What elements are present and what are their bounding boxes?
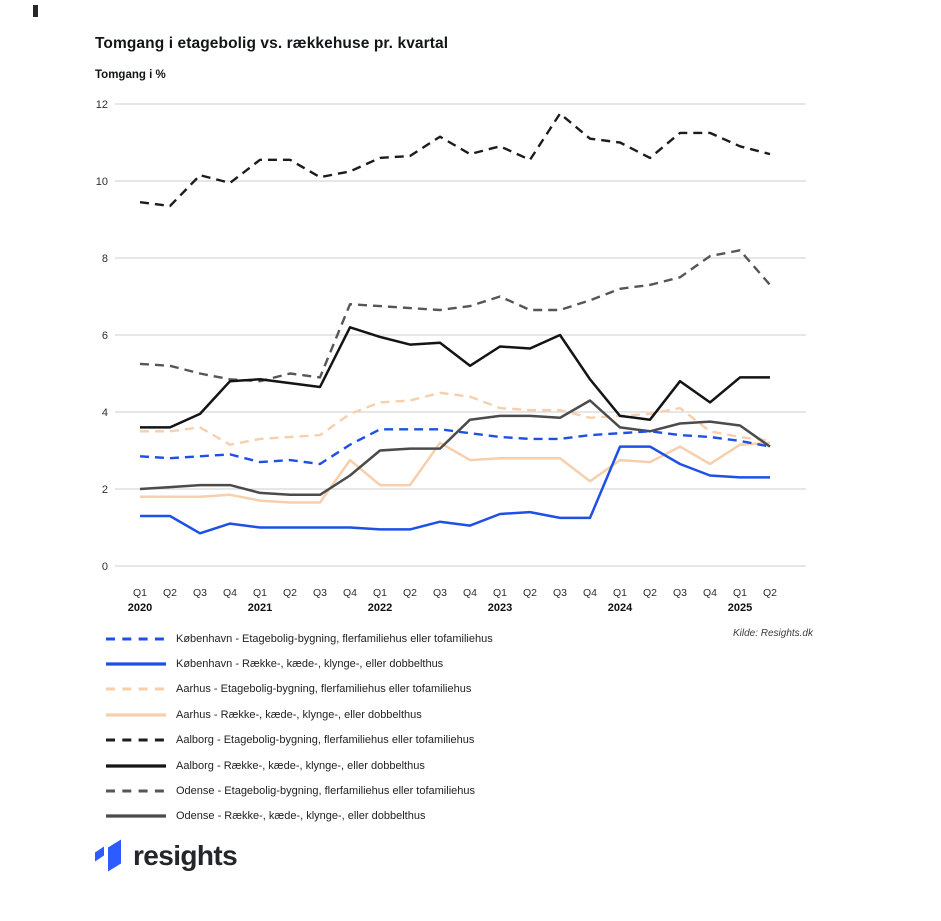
legend-label: København - Række-, kæde-, klynge-, elle… (176, 658, 444, 671)
x-tick-label: Q3 (193, 587, 207, 599)
legend-label: København - Etagebolig-bygning, flerfami… (176, 632, 493, 645)
x-tick-label: Q1 (253, 587, 267, 599)
legend-swatch (106, 662, 166, 666)
legend-swatch (106, 637, 166, 641)
legend-item-7: Odense - Række-, kæde-, klynge-, eller d… (105, 804, 493, 829)
y-tick-label: 10 (96, 176, 108, 188)
y-tick-label: 0 (102, 561, 108, 573)
x-tick-label: Q1 (613, 587, 627, 599)
x-tick-label: Q1 (133, 587, 147, 599)
y-tick-label: 8 (102, 253, 108, 265)
x-tick-label: Q1 (493, 587, 507, 599)
page-title: Tomgang i etagebolig vs. rækkehuse pr. k… (95, 35, 449, 52)
series-line-1 (140, 445, 770, 535)
x-tick-label: Q3 (673, 587, 687, 599)
y-tick-label: 12 (96, 99, 108, 111)
resights-logo: resights (94, 839, 238, 872)
x-year-label: 2021 (248, 602, 272, 614)
x-year-label: 2024 (608, 602, 633, 614)
chart-legend: København - Etagebolig-bygning, flerfami… (105, 626, 493, 829)
legend-swatch (106, 687, 166, 691)
resights-logo-icon (95, 839, 121, 872)
window-edge-artifact (33, 5, 38, 17)
legend-swatch (106, 814, 166, 819)
legend-item-2: Aarhus - Etagebolig-bygning, flerfamilie… (105, 677, 493, 702)
x-tick-label: Q1 (373, 587, 387, 599)
x-year-label: 2022 (368, 602, 392, 614)
x-tick-label: Q2 (763, 587, 777, 599)
resights-logo-text: resights (133, 839, 238, 871)
legend-label: Aalborg - Etagebolig-bygning, flerfamili… (176, 734, 475, 747)
x-tick-label: Q4 (223, 587, 237, 599)
y-tick-label: 6 (102, 330, 108, 342)
x-tick-label: Q4 (343, 587, 357, 599)
x-tick-label: Q3 (313, 587, 327, 599)
legend-swatch (106, 764, 166, 768)
legend-item-0: København - Etagebolig-bygning, flerfami… (105, 626, 493, 651)
series-line-5 (140, 326, 770, 429)
x-tick-label: Q4 (463, 587, 477, 599)
legend-label: Odense - Række-, kæde-, klynge-, eller d… (176, 810, 426, 823)
x-tick-label: Q4 (703, 587, 717, 599)
legend-label: Aarhus - Række-, kæde-, klynge-, eller d… (176, 708, 422, 721)
line-chart: 0 2 4 6 8 10 12 Q1 2020 Q2 Q3 Q4 Q1 2021 Q2 Q3 Q4 Q1 2022 Q… (96, 99, 806, 614)
series-line-3 (140, 441, 771, 504)
x-tick-label: Q2 (523, 587, 537, 599)
series-line-6 (139, 249, 771, 383)
legend-item-4: Aalborg - Etagebolig-bygning, flerfamili… (105, 728, 493, 753)
x-year-label: 2023 (488, 602, 512, 614)
legend-swatch (106, 738, 166, 742)
x-tick-label: Q1 (733, 587, 747, 599)
legend-label: Aalborg - Række-, kæde-, klynge-, eller … (176, 759, 425, 772)
x-tick-label: Q3 (553, 587, 567, 599)
legend-item-6: Odense - Etagebolig-bygning, flerfamilie… (105, 778, 493, 803)
series-line-4 (139, 112, 771, 208)
legend-swatch (106, 713, 166, 717)
legend-label: Odense - Etagebolig-bygning, flerfamilie… (176, 785, 475, 798)
series-line-2 (140, 391, 771, 446)
x-tick-label: Q3 (433, 587, 447, 599)
y-tick-label: 2 (102, 484, 108, 496)
legend-item-1: København - Række-, kæde-, klynge-, elle… (105, 651, 493, 676)
x-year-label: 2020 (128, 602, 152, 614)
x-tick-label: Q2 (403, 587, 417, 599)
x-year-label: 2025 (728, 602, 752, 614)
series-line-7 (139, 399, 771, 497)
y-tick-label: 4 (102, 407, 108, 419)
x-tick-label: Q2 (163, 587, 177, 599)
series-line-0 (139, 428, 771, 466)
source-note: Kilde: Resights.dk (732, 628, 813, 639)
legend-swatch (106, 789, 166, 793)
legend-item-3: Aarhus - Række-, kæde-, klynge-, eller d… (105, 702, 493, 727)
legend-label: Aarhus - Etagebolig-bygning, flerfamilie… (176, 683, 472, 696)
y-axis-title: Tomgang i % (95, 69, 166, 81)
x-tick-label: Q2 (283, 587, 297, 599)
x-tick-label: Q2 (643, 587, 657, 599)
x-tick-label: Q4 (583, 587, 597, 599)
legend-item-5: Aalborg - Række-, kæde-, klynge-, eller … (105, 753, 493, 778)
